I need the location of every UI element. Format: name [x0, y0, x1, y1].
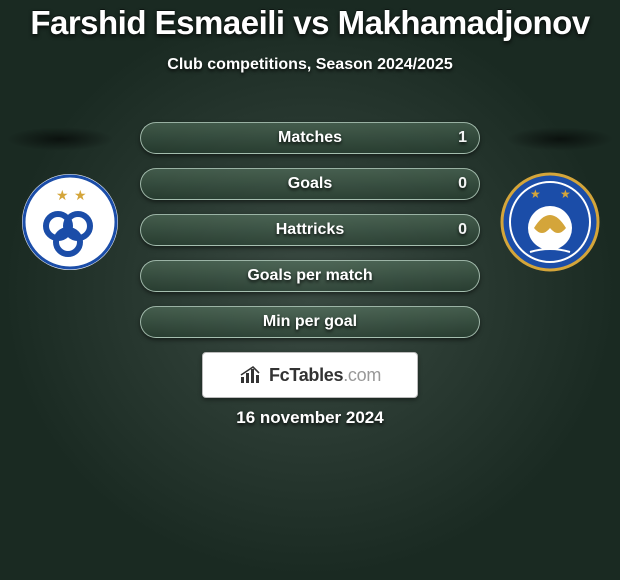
svg-text:★: ★ [530, 187, 541, 201]
brand-suffix: .com [343, 365, 381, 385]
page-subtitle: Club competitions, Season 2024/2025 [0, 56, 620, 74]
stat-label: Min per goal [263, 313, 357, 331]
page-title: Farshid Esmaeili vs Makhamadjonov [0, 0, 620, 42]
shadow-right [506, 127, 614, 151]
svg-text:★: ★ [74, 187, 87, 203]
shadow-left [6, 127, 114, 151]
stat-row: Hattricks 0 [140, 214, 480, 246]
svg-text:★: ★ [56, 187, 69, 203]
brand-text: FcTables.com [269, 365, 381, 386]
stat-label: Goals [288, 175, 332, 193]
brand-badge[interactable]: FcTables.com [202, 352, 418, 398]
date-label: 16 november 2024 [0, 408, 620, 428]
stat-right-value: 1 [458, 129, 467, 147]
stat-right-value: 0 [458, 221, 467, 239]
stat-label: Matches [278, 129, 342, 147]
stat-right-value: 0 [458, 175, 467, 193]
stat-label: Goals per match [247, 267, 372, 285]
brand-name: FcTables [269, 365, 343, 385]
stat-row: Goals per match [140, 260, 480, 292]
stat-label: Hattricks [276, 221, 344, 239]
team-badge-right: ★ ★ [500, 172, 600, 272]
team-badge-left: ★ ★ [20, 172, 120, 272]
barchart-icon [239, 365, 263, 385]
stat-row: Matches 1 [140, 122, 480, 154]
stats-list: Matches 1 Goals 0 Hattricks 0 Goals per … [140, 122, 480, 352]
stat-row: Min per goal [140, 306, 480, 338]
svg-text:★: ★ [560, 187, 571, 201]
stat-row: Goals 0 [140, 168, 480, 200]
